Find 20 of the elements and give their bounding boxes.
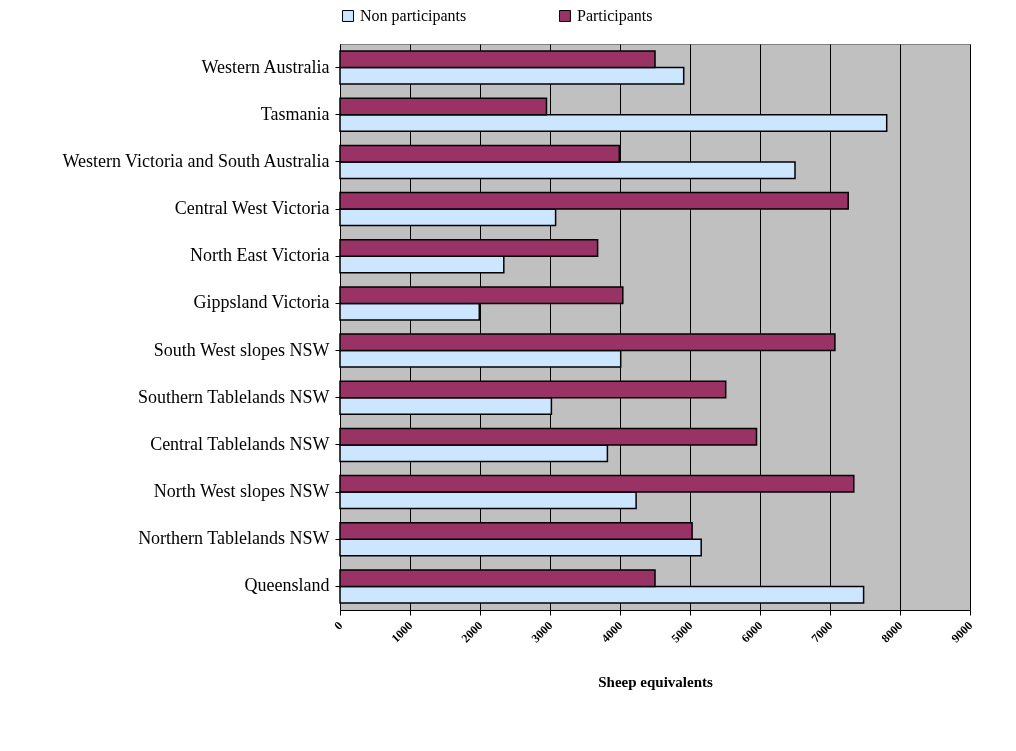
y-tick-label: Tasmania <box>260 103 330 124</box>
legend-label: Non participants <box>360 7 467 25</box>
y-tick-label: Central Tablelands NSW <box>150 433 330 454</box>
y-tick-label: Central West Victoria <box>174 198 330 219</box>
y-tick-label: Southern Tablelands NSW <box>138 386 330 407</box>
y-tick-label: North East Victoria <box>189 245 330 266</box>
y-tick-label: Western Victoria and South Australia <box>62 150 330 171</box>
y-tick-label: South West slopes NSW <box>153 339 330 360</box>
x-tick-label: 7000 <box>808 618 836 646</box>
x-tick-label: 0 <box>331 618 346 633</box>
y-tick-label: Queensland <box>244 575 330 596</box>
x-axis-title: Sheep equivalents <box>598 673 713 690</box>
y-tick-label: Northern Tablelands NSW <box>138 528 330 549</box>
x-tick-label: 4000 <box>598 618 626 646</box>
y-tick-label: Western Australia <box>201 56 330 77</box>
y-tick-label: North West slopes NSW <box>153 481 330 502</box>
x-tick-label: 6000 <box>738 618 766 646</box>
legend-label: Participants <box>577 7 653 25</box>
y-tick-label: Gippsland Victoria <box>193 292 330 313</box>
x-tick-label: 1000 <box>388 618 416 646</box>
